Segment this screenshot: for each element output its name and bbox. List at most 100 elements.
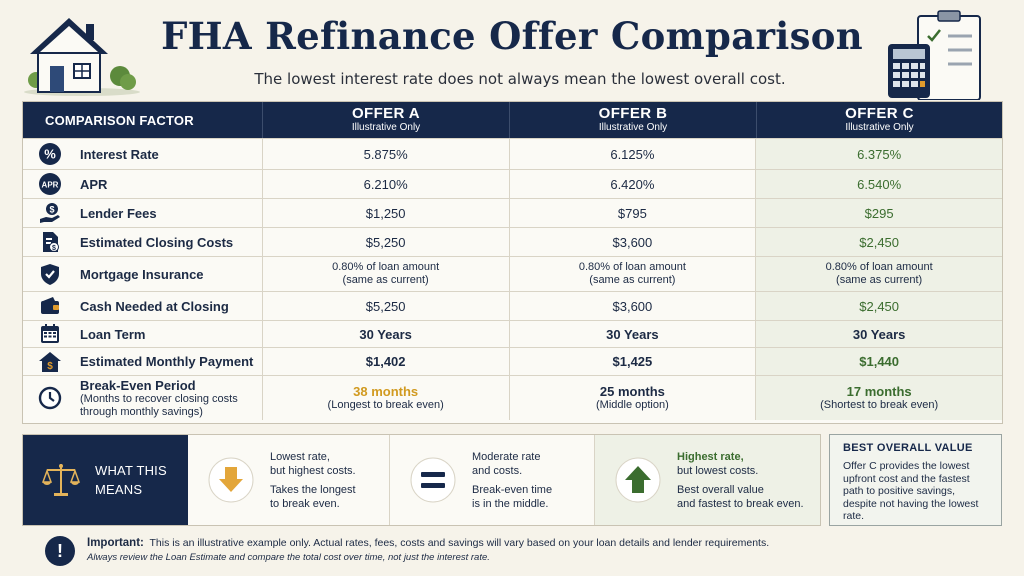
page-subtitle: The lowest interest rate does not always… bbox=[254, 70, 786, 88]
means-line: Break-even time bbox=[472, 483, 553, 496]
offer-b-value: 30 Years bbox=[510, 321, 757, 347]
offer-a-value: 5.875% bbox=[263, 139, 510, 169]
wallet-icon bbox=[37, 293, 63, 319]
means-offer-a: Lowest rate, but highest costs. Takes th… bbox=[188, 435, 390, 525]
shield-check-icon bbox=[37, 261, 63, 287]
means-line: but highest costs. bbox=[270, 464, 356, 477]
best-overall-text: Offer C provides the lowest upfront cost… bbox=[843, 460, 979, 522]
calendar-icon bbox=[37, 321, 63, 347]
offer-a-value: 0.80% of loan amount (same as current) bbox=[263, 257, 510, 291]
factor-cell: Break-Even Period (Months to recover clo… bbox=[23, 376, 263, 420]
factor-cell: $ Lender Fees bbox=[23, 199, 263, 227]
factor-cell: Mortgage Insurance bbox=[23, 257, 263, 291]
exclamation-icon: ! bbox=[45, 536, 75, 566]
offer-c-value: $1,440 bbox=[756, 348, 1003, 375]
offer-c-value: 6.540% bbox=[756, 170, 1003, 198]
offer-c-value: 30 Years bbox=[756, 321, 1003, 347]
break-even-months: 17 months bbox=[846, 384, 912, 399]
offer-c-value: $295 bbox=[756, 199, 1003, 227]
break-even-note: (Longest to break even) bbox=[327, 399, 444, 411]
means-offer-c: Highest rate, but lowest costs. Best ove… bbox=[595, 435, 820, 525]
table-row: Mortgage Insurance 0.80% of loan amount(… bbox=[23, 256, 1003, 291]
factor-label: Break-Even Period bbox=[80, 377, 196, 393]
factor-label: APR bbox=[80, 176, 108, 192]
house-illustration-icon bbox=[24, 18, 140, 96]
factor-label: Estimated Closing Costs bbox=[80, 234, 234, 250]
scales-icon bbox=[41, 464, 81, 496]
offer-c-value: $2,450 bbox=[756, 228, 1003, 256]
offer-a-value: $1,250 bbox=[263, 199, 510, 227]
equals-icon bbox=[410, 457, 456, 503]
svg-text:%: % bbox=[44, 147, 56, 162]
table-row: Break-Even Period (Months to recover clo… bbox=[23, 375, 1003, 420]
best-overall-value-box: BEST OVERALL VALUE Offer C provides the … bbox=[829, 434, 1002, 526]
means-offer-b: Moderate rate and costs. Break-even time… bbox=[390, 435, 595, 525]
comparison-table: COMPARISON FACTOR OFFER A Illustrative O… bbox=[22, 101, 1003, 424]
factor-label: Lender Fees bbox=[80, 205, 157, 221]
offer-b-value: 6.420% bbox=[510, 170, 757, 198]
offer-b-value: $3,600 bbox=[510, 292, 757, 320]
percent-icon: % bbox=[37, 141, 63, 167]
table-row: APR APR 6.210% 6.420% 6.540% bbox=[23, 169, 1003, 198]
hand-coin-icon: $ bbox=[37, 200, 63, 226]
factor-label: Estimated Monthly Payment bbox=[80, 354, 254, 369]
means-line: and fastest to break even. bbox=[677, 497, 804, 510]
offer-b-value: $795 bbox=[510, 199, 757, 227]
offer-c-value: 17 months (Shortest to break even) bbox=[756, 376, 1003, 420]
table-row: Cash Needed at Closing $5,250 $3,600 $2,… bbox=[23, 291, 1003, 320]
factor-label: Mortgage Insurance bbox=[80, 266, 204, 282]
value-line: 0.80% of loan amount bbox=[825, 261, 933, 273]
offer-a-value: 30 Years bbox=[263, 321, 510, 347]
apr-icon: APR bbox=[37, 171, 63, 197]
table-row: $ Estimated Monthly Payment $1,402 $1,42… bbox=[23, 347, 1003, 375]
what-this-means-title: WHAT THIS MEANS bbox=[95, 461, 167, 499]
factor-cell: Cash Needed at Closing bbox=[23, 292, 263, 320]
break-even-months: 25 months bbox=[599, 384, 665, 399]
header-comparison-factor: COMPARISON FACTOR bbox=[23, 102, 263, 138]
offer-b-value: 0.80% of loan amount (same as current) bbox=[510, 257, 757, 291]
value-line: 0.80% of loan amount bbox=[332, 261, 440, 273]
footer-disclaimer: This is an illustrative example only. Ac… bbox=[149, 537, 770, 549]
svg-text:$: $ bbox=[49, 205, 54, 215]
arrow-up-icon bbox=[615, 457, 661, 503]
svg-text:$: $ bbox=[52, 245, 56, 252]
footer-text: Important: This is an illustrative examp… bbox=[87, 532, 769, 565]
value-note: (same as current) bbox=[836, 274, 923, 286]
factor-sublabel: (Months to recover closing costs through… bbox=[80, 392, 238, 418]
offer-c-sub: Illustrative Only bbox=[845, 122, 914, 133]
offer-b-value: $3,600 bbox=[510, 228, 757, 256]
means-offer-b-text: Moderate rate and costs. Break-even time… bbox=[472, 450, 552, 511]
means-line: is in the middle. bbox=[472, 497, 549, 510]
factor-label: Loan Term bbox=[80, 326, 146, 342]
house-dollar-icon: $ bbox=[37, 349, 63, 375]
means-title-line: MEANS bbox=[95, 482, 143, 497]
means-line: but lowest costs. bbox=[677, 464, 759, 477]
svg-text:APR: APR bbox=[42, 181, 59, 190]
offer-c-value: $2,450 bbox=[756, 292, 1003, 320]
break-even-note: (Shortest to break even) bbox=[820, 399, 939, 411]
offer-a-value: 6.210% bbox=[263, 170, 510, 198]
value-note: (same as current) bbox=[589, 274, 676, 286]
offer-a-name: OFFER A bbox=[351, 105, 421, 122]
means-line: Lowest rate, bbox=[270, 450, 330, 463]
header-offer-c: OFFER C Illustrative Only bbox=[757, 102, 1002, 138]
offer-c-value: 6.375% bbox=[756, 139, 1003, 169]
clock-icon bbox=[37, 385, 63, 411]
offer-a-value: $5,250 bbox=[263, 228, 510, 256]
factor-cell: % Interest Rate bbox=[23, 139, 263, 169]
means-line: Takes the longest bbox=[270, 483, 356, 496]
offer-b-value: 6.125% bbox=[510, 139, 757, 169]
break-even-note: (Middle option) bbox=[596, 399, 669, 411]
header: FHA Refinance Offer Comparison The lowes… bbox=[0, 0, 1024, 100]
page-title: FHA Refinance Offer Comparison bbox=[161, 14, 863, 58]
svg-text:$: $ bbox=[47, 361, 53, 372]
break-even-months: 38 months bbox=[353, 384, 419, 399]
means-line: and costs. bbox=[472, 464, 523, 477]
offer-c-name: OFFER C bbox=[845, 105, 914, 122]
factor-label: Cash Needed at Closing bbox=[80, 298, 229, 314]
offer-a-value: $1,402 bbox=[263, 348, 510, 375]
table-header: COMPARISON FACTOR OFFER A Illustrative O… bbox=[23, 102, 1002, 138]
means-offer-c-text: Highest rate, but lowest costs. Best ove… bbox=[677, 450, 804, 511]
footer-label: Important: bbox=[87, 537, 144, 549]
footer-note: ! Important: This is an illustrative exa… bbox=[45, 532, 1005, 572]
